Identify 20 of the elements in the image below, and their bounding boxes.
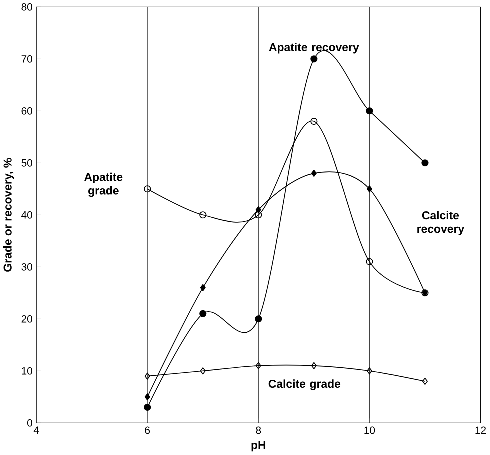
x-tick-label: 8	[256, 426, 262, 434]
series-label: Calcite recovery	[418, 211, 465, 236]
y-tick-label: 70	[22, 55, 32, 63]
y-tick-label: 40	[22, 211, 32, 219]
y-tick-label: 60	[22, 107, 32, 115]
series-label: Apatite grade	[84, 172, 123, 198]
series-label: Calcite grade	[268, 380, 341, 390]
y-tick-label: 30	[22, 263, 32, 271]
x-axis-title: pH	[252, 441, 266, 452]
x-tick-label: 10	[364, 426, 376, 434]
y-tick-label: 50	[22, 159, 32, 167]
y-tick-label: 80	[22, 3, 32, 11]
y-axis-title: Grade or recovery, %	[3, 158, 14, 272]
x-tick-label: 4	[34, 426, 40, 434]
series-label: Apatite recovery	[269, 43, 360, 54]
x-tick-label: 6	[145, 426, 150, 434]
y-tick-label: 10	[22, 367, 32, 375]
y-tick-label: 0	[27, 419, 32, 427]
y-tick-label: 20	[22, 315, 32, 323]
x-tick-label: 12	[476, 426, 486, 434]
